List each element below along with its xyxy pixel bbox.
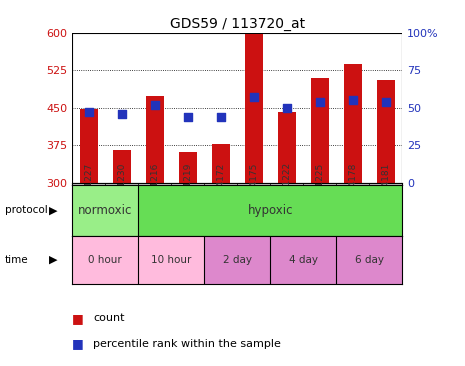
Point (151, 102, 158, 108)
Text: GSM4172: GSM4172 (216, 162, 225, 206)
Point (85, 109, 92, 115)
Text: GSM4178: GSM4178 (348, 162, 357, 206)
Text: 6 day: 6 day (355, 255, 384, 265)
Text: protocol: protocol (5, 205, 47, 216)
Text: hypoxic: hypoxic (247, 204, 293, 217)
Text: 2 day: 2 day (223, 255, 252, 265)
Text: ■: ■ (72, 337, 84, 351)
Text: normoxic: normoxic (78, 204, 132, 217)
Text: GSM4175: GSM4175 (249, 162, 258, 206)
Bar (80, 109, 98, 183)
Bar (179, 152, 197, 183)
Text: GSM1230: GSM1230 (117, 162, 126, 206)
Bar (212, 144, 230, 183)
Bar (311, 78, 329, 183)
Text: 10 hour: 10 hour (151, 255, 191, 265)
Text: ▶: ▶ (49, 255, 58, 265)
Text: ▶: ▶ (49, 205, 58, 216)
Point (349, 97, 357, 103)
Point (217, 114, 224, 120)
Text: ■: ■ (72, 312, 84, 325)
Text: GSM1225: GSM1225 (315, 162, 324, 206)
Bar (336, 236, 402, 284)
Bar (278, 112, 296, 183)
Bar (138, 185, 402, 236)
Bar (344, 64, 362, 183)
Bar (270, 236, 336, 284)
Title: GDS59 / 113720_at: GDS59 / 113720_at (170, 16, 305, 30)
Point (250, 94, 258, 100)
Text: GSM1219: GSM1219 (183, 162, 192, 206)
Text: 4 day: 4 day (289, 255, 318, 265)
Text: GSM1227: GSM1227 (84, 162, 93, 206)
Bar (245, 34, 263, 183)
Bar (72, 236, 138, 284)
Point (184, 114, 192, 120)
Bar (204, 236, 270, 284)
Text: GSM1216: GSM1216 (150, 162, 159, 206)
Text: GSM4181: GSM4181 (381, 162, 390, 206)
Point (283, 105, 290, 111)
Point (382, 99, 390, 105)
Text: 0 hour: 0 hour (88, 255, 122, 265)
Text: GSM1222: GSM1222 (282, 163, 291, 205)
Bar (377, 81, 395, 183)
Bar (146, 97, 164, 183)
Text: time: time (5, 255, 28, 265)
Point (316, 99, 324, 105)
Text: count: count (93, 313, 125, 324)
Bar (113, 150, 131, 183)
Bar (72, 185, 138, 236)
Point (118, 111, 126, 117)
Text: percentile rank within the sample: percentile rank within the sample (93, 339, 281, 349)
Bar (138, 236, 204, 284)
